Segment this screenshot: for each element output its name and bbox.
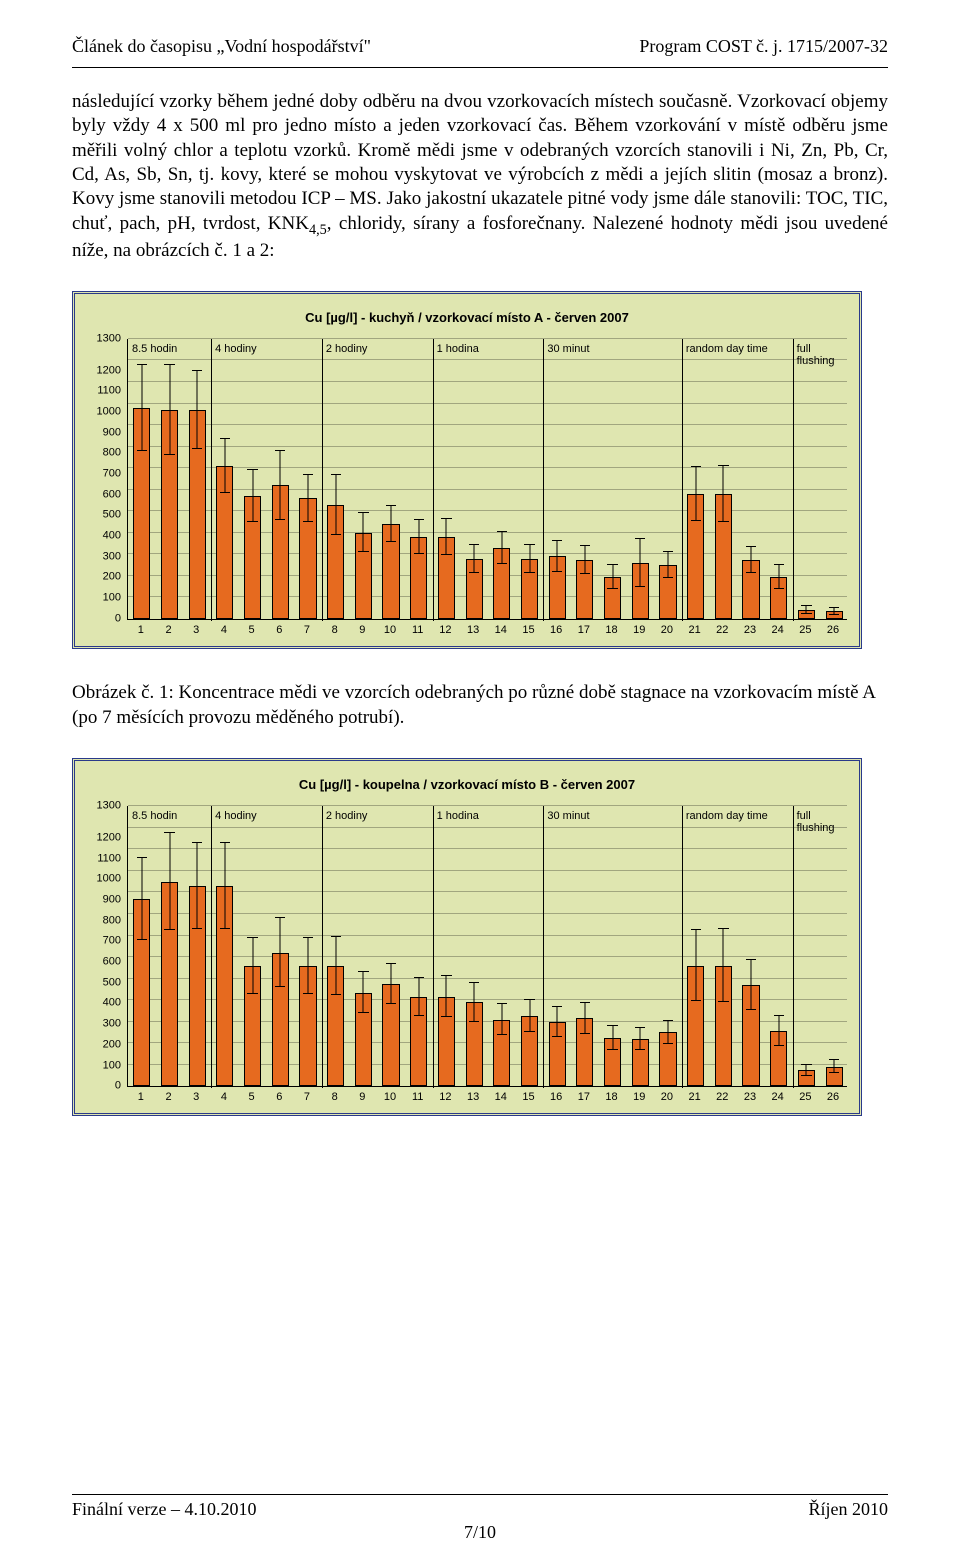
x-tick: 23	[736, 1091, 764, 1103]
x-tick: 17	[570, 624, 598, 636]
x-tick: 12	[432, 624, 460, 636]
x-tick: 22	[708, 1091, 736, 1103]
chart-a-title: Cu [µg/l] - kuchyň / vzorkovací místo A …	[87, 310, 847, 325]
group-label: full flushing	[797, 343, 846, 367]
x-tick: 2	[155, 1091, 183, 1103]
group-label: 4 hodiny	[215, 810, 320, 822]
x-tick: 10	[376, 624, 404, 636]
x-tick: 4	[210, 624, 238, 636]
group-label: 8.5 hodin	[132, 810, 209, 822]
x-tick: 13	[459, 1091, 487, 1103]
x-tick: 14	[487, 624, 515, 636]
x-tick: 26	[819, 1091, 847, 1103]
page: Článek do časopisu „Vodní hospodářství" …	[0, 0, 960, 1563]
x-tick: 13	[459, 624, 487, 636]
x-tick: 4	[210, 1091, 238, 1103]
caption-1: Obrázek č. 1: Koncentrace mědi ve vzorcí…	[72, 681, 888, 730]
x-tick: 15	[515, 624, 543, 636]
x-tick: 5	[238, 1091, 266, 1103]
x-tick: 19	[625, 624, 653, 636]
chart-b-plot-outer: 1300120011001000900800700600500400300200…	[87, 806, 847, 1087]
header-right: Program COST č. j. 1715/2007-32	[639, 36, 888, 57]
chart-a-plot-outer: 1300120011001000900800700600500400300200…	[87, 339, 847, 620]
group-label: 1 hodina	[437, 810, 542, 822]
x-tick: 20	[653, 624, 681, 636]
x-tick: 9	[349, 1091, 377, 1103]
group-label: 4 hodiny	[215, 343, 320, 355]
chart-b-yaxis: 1300120011001000900800700600500400300200…	[87, 806, 127, 1086]
x-tick: 7	[293, 1091, 321, 1103]
group-label: 30 minut	[547, 810, 679, 822]
group-label: 2 hodiny	[326, 343, 431, 355]
footer-row: Finální verze – 4.10.2010 Říjen 2010	[72, 1499, 888, 1520]
group-label: random day time	[686, 343, 791, 355]
x-tick: 25	[792, 1091, 820, 1103]
footer: Finální verze – 4.10.2010 Říjen 2010 7/1…	[72, 1494, 888, 1543]
x-tick: 6	[265, 1091, 293, 1103]
chart-a-xaxis: 1234567891011121314151617181920212223242…	[127, 620, 847, 636]
group-label: 1 hodina	[437, 343, 542, 355]
chart-b: Cu [µg/l] - koupelna / vzorkovací místo …	[72, 758, 862, 1116]
header: Článek do časopisu „Vodní hospodářství" …	[72, 36, 888, 57]
footer-left: Finální verze – 4.10.2010	[72, 1499, 256, 1520]
x-tick: 2	[155, 624, 183, 636]
x-tick: 3	[182, 624, 210, 636]
chart-b-title: Cu [µg/l] - koupelna / vzorkovací místo …	[87, 777, 847, 792]
chart-a-plot: 8.5 hodin 4 hodiny 2 hodiny 1 hodina 30 minu…	[127, 339, 847, 620]
x-tick: 7	[293, 624, 321, 636]
group-label: full flushing	[797, 810, 846, 834]
x-tick: 18	[598, 624, 626, 636]
x-tick: 15	[515, 1091, 543, 1103]
x-tick: 10	[376, 1091, 404, 1103]
x-tick: 12	[432, 1091, 460, 1103]
x-tick: 19	[625, 1091, 653, 1103]
x-tick: 25	[792, 624, 820, 636]
x-tick: 20	[653, 1091, 681, 1103]
x-tick: 16	[542, 624, 570, 636]
x-tick: 8	[321, 624, 349, 636]
group-label: 2 hodiny	[326, 810, 431, 822]
footer-right: Říjen 2010	[809, 1499, 889, 1520]
x-tick: 18	[598, 1091, 626, 1103]
x-tick: 8	[321, 1091, 349, 1103]
x-tick: 21	[681, 1091, 709, 1103]
x-tick: 3	[182, 1091, 210, 1103]
x-tick: 26	[819, 624, 847, 636]
x-tick: 5	[238, 624, 266, 636]
x-tick: 21	[681, 624, 709, 636]
chart-b-plot: 8.5 hodin 4 hodiny 2 hodiny 1 hodina 30 minu…	[127, 806, 847, 1087]
group-label: 8.5 hodin	[132, 343, 209, 355]
x-tick: 11	[404, 624, 432, 636]
body-paragraph: následující vzorky během jedné doby odbě…	[72, 90, 888, 263]
header-rule	[72, 67, 888, 68]
group-label: 30 minut	[547, 343, 679, 355]
header-left: Článek do časopisu „Vodní hospodářství"	[72, 36, 371, 57]
paragraph-text: následující vzorky během jedné doby odbě…	[72, 91, 888, 261]
x-tick: 1	[127, 624, 155, 636]
chart-a-yaxis: 1300120011001000900800700600500400300200…	[87, 339, 127, 619]
x-tick: 24	[764, 624, 792, 636]
x-tick: 24	[764, 1091, 792, 1103]
footer-page: 7/10	[72, 1522, 888, 1543]
x-tick: 6	[265, 624, 293, 636]
x-tick: 9	[349, 624, 377, 636]
footer-rule	[72, 1494, 888, 1495]
x-tick: 17	[570, 1091, 598, 1103]
x-tick: 14	[487, 1091, 515, 1103]
x-tick: 16	[542, 1091, 570, 1103]
group-label: random day time	[686, 810, 791, 822]
chart-b-xaxis: 1234567891011121314151617181920212223242…	[127, 1087, 847, 1103]
x-tick: 22	[708, 624, 736, 636]
x-tick: 23	[736, 624, 764, 636]
chart-a: Cu [µg/l] - kuchyň / vzorkovací místo A …	[72, 291, 862, 649]
x-tick: 1	[127, 1091, 155, 1103]
x-tick: 11	[404, 1091, 432, 1103]
